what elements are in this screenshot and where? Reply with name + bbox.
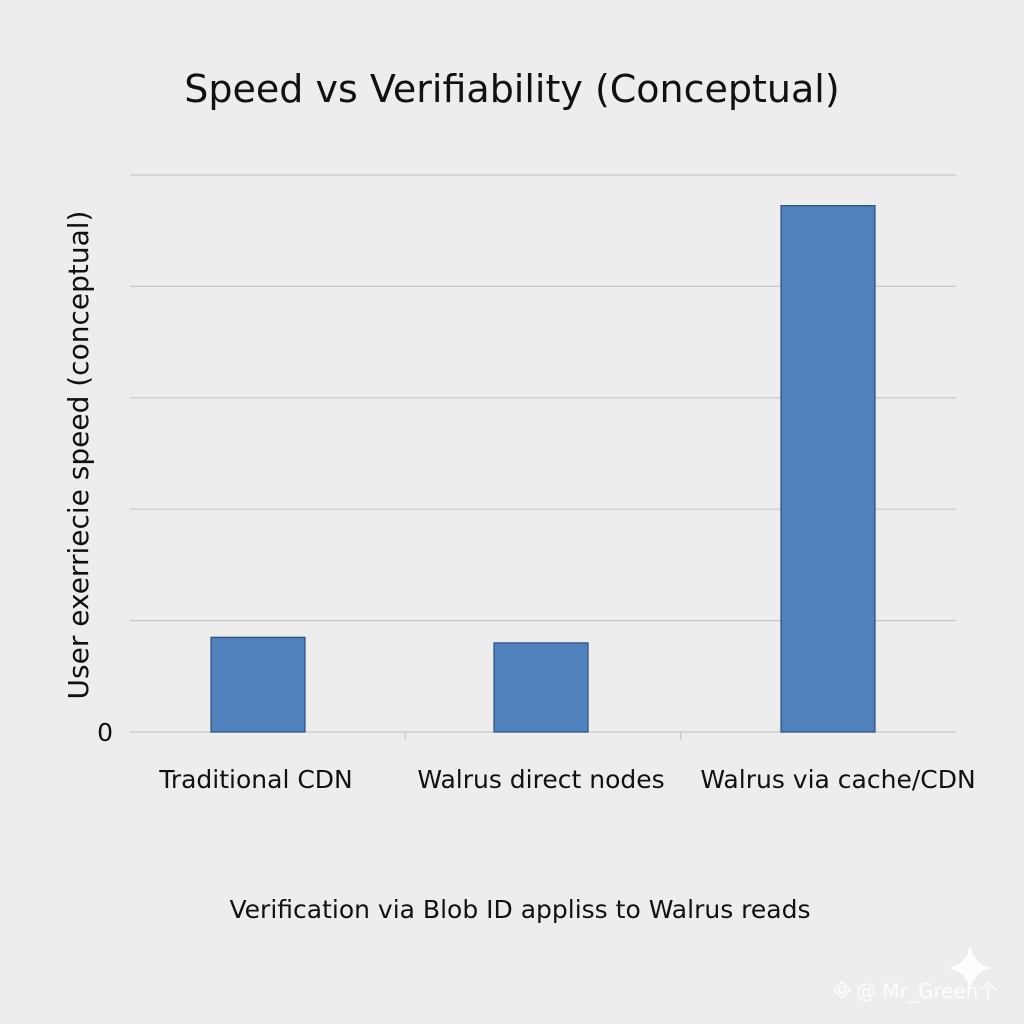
y-axis-label: User exerriecie speed (conceptual)	[62, 211, 95, 700]
category-labels: Traditional CDN Walrus direct nodes Walrus…	[158, 765, 975, 794]
y-tick-label: 0	[97, 718, 113, 747]
watermark-text: @ Mr_Green个	[856, 979, 998, 1003]
bars	[210, 205, 876, 733]
watermark-sparkle-icon	[947, 945, 993, 991]
watermark: @ Mr_Green个	[832, 945, 998, 1003]
bar-1	[210, 636, 306, 733]
bar-3	[780, 205, 876, 733]
watermark-logo-icon	[832, 980, 852, 1000]
chart-title: Speed vs Verifiability (Conceptual)	[184, 67, 839, 111]
category-dividers	[404, 732, 682, 740]
category-label: Traditional CDN	[158, 765, 353, 794]
y-tick-labels: 0	[97, 718, 113, 747]
chart-caption: Verification via Blob ID appliss to Walr…	[230, 895, 811, 924]
category-label: Walrus direct nodes	[417, 765, 664, 794]
bar-2	[493, 642, 589, 733]
category-label: Walrus via cache/CDN	[700, 765, 975, 794]
